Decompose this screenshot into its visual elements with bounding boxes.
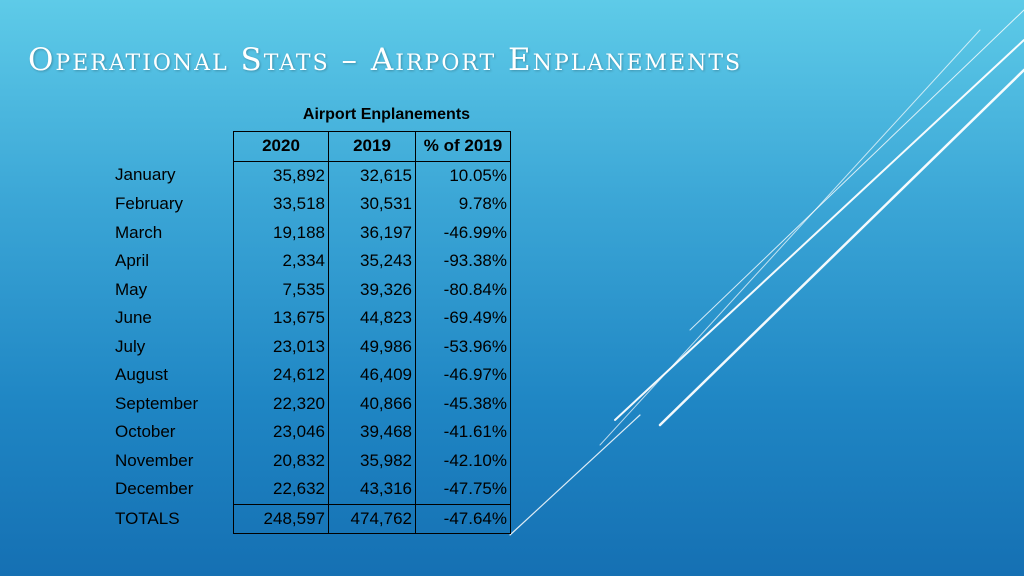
table-row: April 2,334 35,243 -93.38% [112,247,511,276]
table-row: September 22,320 40,866 -45.38% [112,389,511,418]
value-2020-cell: 20,832 [233,446,329,475]
value-2019-cell: 39,468 [328,418,416,447]
table-row: June 13,675 44,823 -69.49% [112,304,511,333]
table-row: March 19,188 36,197 -46.99% [112,218,511,247]
value-2020-cell: 22,632 [233,475,329,505]
pct-cell: -46.97% [415,361,511,390]
value-2020-cell: 7,535 [233,275,329,304]
value-2020-cell: 13,675 [233,304,329,333]
value-2019-cell: 49,986 [328,332,416,361]
pct-cell: -45.38% [415,389,511,418]
value-2019-cell: 35,243 [328,247,416,276]
totals-row: TOTALS 248,597 474,762 -47.64% [112,503,511,534]
value-2020-cell: 2,334 [233,247,329,276]
slide-title: Operational Stats – Airport Enplanements [28,42,743,78]
enplanements-table: 2020 2019 % of 2019 January 35,892 32,61… [112,131,511,534]
value-2019-cell: 40,866 [328,389,416,418]
pct-cell: -80.84% [415,275,511,304]
totals-label: TOTALS [115,508,180,528]
month-cell: May [115,279,148,299]
table-row: November 20,832 35,982 -42.10% [112,446,511,475]
total-pct-cell: -47.64% [415,503,511,534]
pct-cell: 10.05% [415,161,511,190]
pct-cell: -46.99% [415,218,511,247]
value-2020-cell: 35,892 [233,161,329,190]
value-2020-cell: 33,518 [233,190,329,219]
pct-cell: -93.38% [415,247,511,276]
month-cell: December [115,479,194,499]
month-cell: October [115,422,176,441]
value-2019-cell: 43,316 [328,475,416,505]
pct-cell: -41.61% [415,418,511,447]
month-cell: February [115,194,184,213]
value-2019-cell: 39,326 [328,275,416,304]
month-cell: August [115,365,168,384]
value-2019-cell: 32,615 [328,161,416,190]
table-row: May 7,535 39,326 -80.84% [112,275,511,304]
month-cell: March [115,222,163,242]
value-2020-cell: 23,013 [233,332,329,361]
pct-cell: -42.10% [415,446,511,475]
table-row: August 24,612 46,409 -46.97% [112,361,511,390]
value-2020-cell: 19,188 [233,218,329,247]
value-2020-cell: 23,046 [233,418,329,447]
table-row: January 35,892 32,615 10.05% [112,161,511,190]
pct-cell: -69.49% [415,304,511,333]
month-cell: July [115,336,146,356]
table-header-row: 2020 2019 % of 2019 [112,131,511,162]
month-cell: September [115,393,199,413]
value-2020-cell: 22,320 [233,389,329,418]
table-row: July 23,013 49,986 -53.96% [112,332,511,361]
total-2019-cell: 474,762 [328,503,416,534]
header-2020: 2020 [233,131,329,162]
value-2019-cell: 36,197 [328,218,416,247]
pct-cell: -53.96% [415,332,511,361]
month-cell: April [115,251,150,270]
table-row: February 33,518 30,531 9.78% [112,190,511,219]
pct-cell: 9.78% [415,190,511,219]
value-2019-cell: 30,531 [328,190,416,219]
header-month-blank [112,132,234,162]
pct-cell: -47.75% [415,475,511,505]
value-2019-cell: 46,409 [328,361,416,390]
table-row: October 23,046 39,468 -41.61% [112,418,511,447]
value-2019-cell: 35,982 [328,446,416,475]
table-title: Airport Enplanements [302,106,471,123]
value-2020-cell: 24,612 [233,361,329,390]
table-row: December 22,632 43,316 -47.75% [112,475,511,505]
month-cell: January [115,165,176,185]
month-cell: June [115,308,152,327]
month-cell: November [115,450,194,470]
total-2020-cell: 248,597 [233,503,329,534]
value-2019-cell: 44,823 [328,304,416,333]
header-2019: 2019 [328,131,416,162]
header-pct-of-2019: % of 2019 [415,131,511,162]
